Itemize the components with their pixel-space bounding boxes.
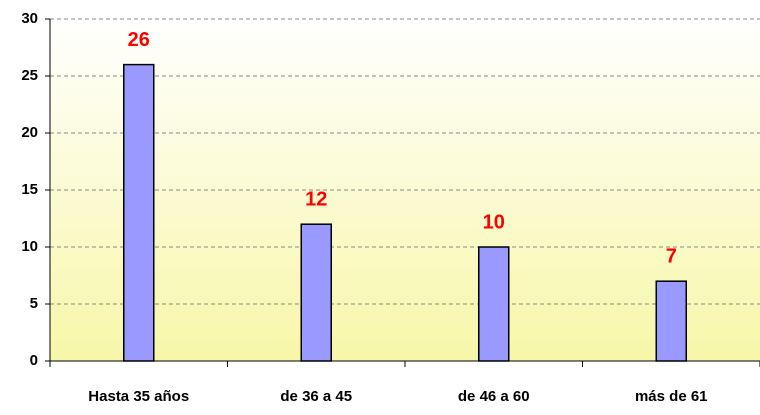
y-tick-label: 30 bbox=[21, 10, 38, 27]
data-label: 12 bbox=[305, 188, 327, 210]
y-tick-label: 15 bbox=[21, 181, 38, 198]
bar bbox=[123, 63, 155, 362]
bar bbox=[655, 280, 687, 362]
data-label: 10 bbox=[483, 211, 505, 233]
x-tick-label: Hasta 35 años bbox=[88, 388, 189, 405]
data-label: 7 bbox=[666, 245, 677, 267]
bar bbox=[300, 223, 332, 362]
y-tick-label: 5 bbox=[30, 295, 38, 312]
x-tick-label: de 46 a 60 bbox=[458, 388, 530, 405]
x-tick-label: de 36 a 45 bbox=[280, 388, 352, 405]
data-label: 26 bbox=[128, 29, 150, 51]
y-tick-label: 25 bbox=[21, 67, 38, 84]
bar bbox=[478, 246, 510, 362]
y-tick-label: 20 bbox=[21, 124, 38, 141]
y-tick-label: 10 bbox=[21, 238, 38, 255]
y-tick-label: 0 bbox=[30, 352, 38, 369]
x-tick-label: más de 61 bbox=[635, 388, 708, 405]
